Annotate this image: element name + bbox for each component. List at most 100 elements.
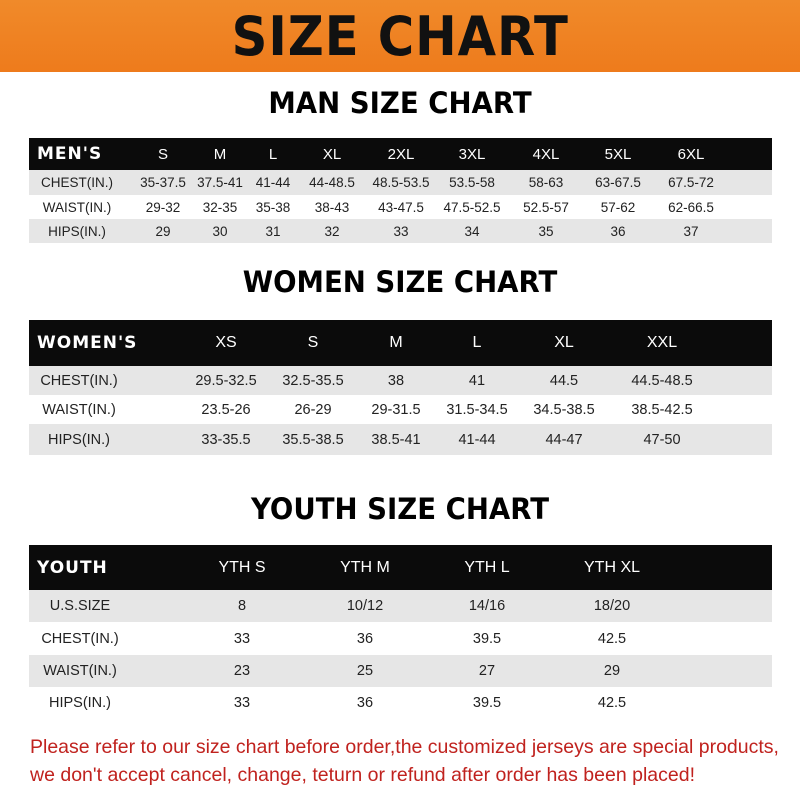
cell-value: 25 (356, 663, 374, 679)
table-row: WAIST(IN.) 23.5-26 26-29 29-31.5 31.5-34.5 34… (29, 395, 772, 424)
youth-size-table: YOUTH YTH S YTH M YTH L YTH XL U.S.SIZE 8 10/12… (29, 545, 772, 718)
cell-value: 32-35 (202, 199, 238, 215)
cell-value: 57-62 (600, 199, 636, 215)
table-row: HIPS(IN.) 33-35.5 35.5-38.5 38.5-41 41-44 44-… (29, 424, 772, 455)
page-title: SIZE CHART (231, 4, 569, 68)
men-title: MAN SIZE CHART (268, 86, 532, 120)
header-row: YOUTH YTH S YTH M YTH L YTH XL (29, 545, 772, 590)
cell-value: 33 (393, 223, 409, 239)
header-row: WOMEN'S XS S M L XL XXL (29, 320, 772, 366)
cell-value: 14/16 (468, 598, 506, 614)
cell-value: 23.5-26 (201, 401, 251, 418)
women-title: WOMEN SIZE CHART (242, 265, 558, 299)
cell-value: 18/20 (593, 598, 631, 614)
cell-value: 35-38 (255, 199, 291, 215)
size-header: 6XL (677, 145, 705, 163)
cell-value: 47-50 (643, 431, 681, 448)
cell-value: 34 (464, 223, 480, 239)
cell-value: 48.5-53.5 (372, 175, 430, 190)
cell-value: 33 (233, 630, 251, 647)
table-row: CHEST(IN.) 33 36 39.5 42.5 (29, 622, 772, 655)
cell-value: 39.5 (472, 630, 502, 647)
size-header: M (389, 334, 403, 351)
size-header: XXL (646, 334, 678, 351)
cell-value: 37.5-41 (197, 175, 243, 190)
header-label: WOMEN'S (37, 333, 138, 353)
cell-value: 38.5-41 (371, 431, 421, 448)
footer-notice: Please refer to our size chart before or… (30, 733, 790, 789)
size-header: YTH M (340, 558, 390, 576)
row-label: HIPS(IN.) (48, 694, 112, 711)
table-row: WAIST(IN.) 23 25 27 29 (29, 655, 772, 687)
table-row: CHEST(IN.) 35-37.5 37.5-41 41-44 44-48.5 48.5… (29, 170, 772, 195)
cell-value: 10/12 (346, 598, 384, 614)
cell-value: 39.5 (472, 694, 502, 711)
size-header: 2XL (387, 145, 415, 163)
row-label: U.S.SIZE (49, 598, 111, 614)
cell-value: 35-37.5 (140, 175, 186, 190)
cell-value: 58-63 (528, 175, 564, 190)
table-row: WAIST(IN.) 29-32 32-35 35-38 38-43 43-47.5 47.… (29, 195, 772, 219)
cell-value: 29 (603, 663, 621, 679)
row-label: WAIST(IN.) (42, 199, 112, 215)
cell-value: 44-47 (545, 431, 583, 448)
cell-value: 41 (468, 372, 486, 389)
women-size-table: WOMEN'S XS S M L XL XXL CHEST(IN.) 29.5-32.5 32.5… (29, 320, 772, 455)
cell-value: 36 (356, 630, 374, 647)
cell-value: 36 (356, 694, 374, 711)
cell-value: 37 (683, 223, 699, 239)
cell-value: 33 (233, 694, 251, 711)
size-header: XS (215, 334, 237, 351)
row-label: WAIST(IN.) (42, 401, 116, 418)
row-label: CHEST(IN.) (41, 175, 113, 190)
cell-value: 36 (610, 223, 626, 239)
cell-value: 63-67.5 (595, 175, 641, 190)
cell-value: 53.5-58 (449, 175, 495, 190)
cell-value: 41-44 (255, 175, 291, 190)
cell-value: 29-32 (145, 199, 181, 215)
cell-value: 44.5-48.5 (631, 372, 693, 389)
cell-value: 38-43 (314, 199, 350, 215)
cell-value: 29-31.5 (371, 401, 421, 418)
cell-value: 29.5-32.5 (195, 372, 257, 389)
table-row: U.S.SIZE 8 10/12 14/16 18/20 (29, 590, 772, 622)
cell-value: 47.5-52.5 (443, 199, 501, 215)
size-header: YTH S (218, 558, 266, 576)
cell-value: 35.5-38.5 (282, 431, 344, 448)
row-label: HIPS(IN.) (47, 431, 111, 448)
cell-value: 27 (478, 663, 496, 679)
youth-title: YOUTH SIZE CHART (250, 492, 550, 526)
cell-value: 38.5-42.5 (631, 401, 693, 418)
cell-value: 32 (324, 223, 340, 239)
size-header: YTH XL (583, 558, 641, 576)
cell-value: 34.5-38.5 (533, 401, 595, 418)
cell-value: 31 (265, 223, 281, 239)
footer-line-1: Please refer to our size chart before or… (30, 736, 779, 758)
cell-value: 31.5-34.5 (446, 401, 508, 418)
cell-value: 67.5-72 (668, 175, 714, 190)
footer-line-2: we don't accept cancel, change, teturn o… (30, 764, 695, 786)
size-header: S (307, 334, 319, 351)
cell-value: 33-35.5 (201, 431, 251, 448)
size-header: YTH L (464, 558, 510, 576)
cell-value: 41-44 (458, 431, 496, 448)
cell-value: 44.5 (549, 372, 579, 389)
size-header: 5XL (604, 145, 632, 163)
cell-value: 42.5 (597, 694, 627, 711)
table-row: HIPS(IN.) 33 36 39.5 42.5 (29, 687, 772, 718)
size-header: S (157, 145, 169, 163)
size-header: M (213, 145, 227, 163)
size-header: XL (554, 334, 574, 351)
cell-value: 43-47.5 (378, 199, 424, 215)
row-label: CHEST(IN.) (41, 630, 119, 647)
cell-value: 44-48.5 (309, 175, 355, 190)
table-row: HIPS(IN.) 29 30 31 32 33 34 35 36 37 (29, 219, 772, 243)
cell-value: 42.5 (597, 630, 627, 647)
row-label: WAIST(IN.) (43, 663, 117, 679)
cell-value: 38 (387, 372, 405, 389)
men-size-table: MEN'S S M L XL 2XL 3XL 4XL 5XL 6XL CHEST(IN.) 35-37… (29, 138, 772, 243)
cell-value: 62-66.5 (668, 199, 714, 215)
size-header: L (268, 145, 278, 163)
size-header: 4XL (532, 145, 560, 163)
size-header: L (472, 334, 482, 351)
